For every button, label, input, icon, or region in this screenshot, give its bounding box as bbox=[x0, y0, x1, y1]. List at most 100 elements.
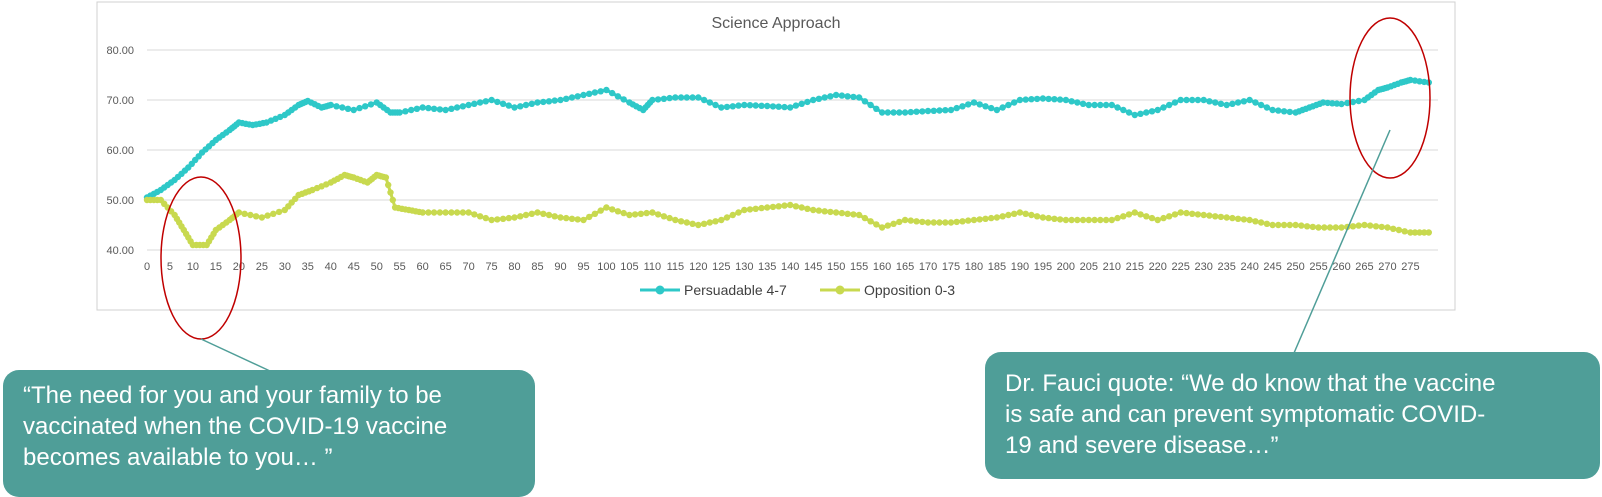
series-marker-persuadable bbox=[723, 103, 731, 111]
series-marker-persuadable bbox=[453, 104, 461, 111]
series-marker-persuadable bbox=[959, 103, 966, 110]
series-marker-opposition bbox=[1160, 214, 1167, 222]
series-marker-persuadable bbox=[1329, 100, 1336, 107]
series-marker-persuadable bbox=[1074, 99, 1081, 106]
series-marker-persuadable bbox=[1062, 96, 1070, 104]
series-marker-persuadable bbox=[896, 109, 903, 116]
series-marker-opposition bbox=[1062, 216, 1070, 224]
series-marker-persuadable bbox=[677, 94, 685, 101]
series-marker-persuadable bbox=[620, 96, 627, 103]
x-tick-label: 170 bbox=[919, 261, 937, 273]
series-marker-persuadable bbox=[1212, 99, 1219, 106]
series-marker-persuadable bbox=[861, 98, 869, 105]
series-marker-opposition bbox=[1045, 214, 1052, 222]
series-marker-opposition bbox=[609, 206, 616, 213]
series-marker-persuadable bbox=[528, 100, 535, 108]
series-marker-persuadable bbox=[586, 90, 593, 98]
series-marker-persuadable bbox=[459, 103, 467, 110]
series-marker-opposition bbox=[1189, 210, 1196, 217]
callout-left-line: vaccinated when the COVID-19 vaccine bbox=[23, 413, 448, 440]
series-marker-persuadable bbox=[735, 102, 742, 109]
series-marker-opposition bbox=[241, 210, 248, 217]
series-marker-persuadable bbox=[476, 99, 484, 106]
series-marker-persuadable bbox=[924, 107, 932, 115]
series-marker-opposition bbox=[890, 220, 897, 227]
series-marker-opposition bbox=[1252, 218, 1259, 225]
callout-right: Dr. Fauci quote: “We do know that the va… bbox=[985, 352, 1600, 479]
series-marker-persuadable bbox=[1177, 96, 1184, 104]
series-marker-persuadable bbox=[1068, 98, 1075, 105]
series-marker-opposition bbox=[1137, 211, 1144, 218]
series-marker-persuadable bbox=[609, 89, 616, 97]
series-marker-persuadable bbox=[1148, 108, 1156, 115]
series-marker-persuadable bbox=[867, 101, 874, 109]
series-marker-opposition bbox=[1016, 209, 1024, 216]
y-tick-label: 60.00 bbox=[106, 145, 134, 157]
series-marker-persuadable bbox=[356, 104, 363, 112]
series-marker-persuadable bbox=[545, 98, 553, 105]
x-tick-label: 80 bbox=[508, 261, 520, 273]
series-marker-opposition bbox=[382, 174, 390, 181]
series-marker-opposition bbox=[522, 211, 530, 219]
x-tick-label: 35 bbox=[302, 261, 314, 273]
series-marker-opposition bbox=[603, 204, 610, 211]
series-marker-opposition bbox=[574, 216, 581, 223]
series-marker-opposition bbox=[482, 214, 489, 222]
series-marker-opposition bbox=[1051, 215, 1058, 222]
series-marker-persuadable bbox=[942, 107, 949, 114]
series-marker-persuadable bbox=[1240, 98, 1248, 105]
series-marker-opposition bbox=[1148, 214, 1156, 222]
series-marker-persuadable bbox=[1160, 104, 1167, 111]
series-marker-opposition bbox=[959, 218, 966, 225]
series-marker-opposition bbox=[1068, 216, 1075, 224]
series-marker-persuadable bbox=[603, 86, 610, 94]
series-marker-opposition bbox=[545, 211, 553, 219]
series-marker-opposition bbox=[1332, 224, 1340, 231]
x-tick-label: 240 bbox=[1240, 261, 1258, 273]
series-marker-opposition bbox=[695, 221, 702, 229]
series-marker-opposition bbox=[1028, 211, 1035, 219]
series-marker-opposition bbox=[425, 209, 432, 216]
series-marker-persuadable bbox=[965, 101, 972, 108]
series-marker-persuadable bbox=[419, 104, 426, 111]
series-marker-persuadable bbox=[402, 108, 409, 115]
series-marker-opposition bbox=[1097, 216, 1104, 224]
x-tick-label: 90 bbox=[554, 261, 566, 273]
series-marker-opposition bbox=[677, 218, 685, 225]
x-tick-label: 265 bbox=[1355, 261, 1373, 273]
series-marker-opposition bbox=[1269, 221, 1276, 229]
x-tick-label: 95 bbox=[577, 261, 589, 273]
series-marker-persuadable bbox=[1016, 96, 1024, 104]
x-tick-label: 120 bbox=[689, 261, 707, 273]
legend-label-opposition: Opposition 0-3 bbox=[864, 282, 955, 298]
x-tick-label: 100 bbox=[597, 261, 615, 273]
y-tick-label: 50.00 bbox=[106, 195, 134, 207]
series-marker-opposition bbox=[821, 208, 828, 215]
series-marker-opposition bbox=[1298, 222, 1305, 229]
series-marker-opposition bbox=[729, 211, 736, 219]
series-marker-opposition bbox=[1395, 226, 1403, 234]
series-marker-persuadable bbox=[1355, 97, 1362, 105]
series-marker-opposition bbox=[787, 201, 794, 209]
series-marker-persuadable bbox=[568, 94, 576, 101]
callout-left-line: “The need for you and your family to be bbox=[23, 382, 442, 409]
series-marker-opposition bbox=[1229, 214, 1236, 222]
series-marker-persuadable bbox=[1206, 98, 1213, 105]
series-marker-persuadable bbox=[976, 101, 983, 108]
series-marker-persuadable bbox=[1194, 96, 1202, 104]
series-marker-opposition bbox=[1102, 216, 1110, 224]
series-marker-opposition bbox=[649, 209, 656, 216]
series-marker-persuadable bbox=[1183, 96, 1190, 104]
series-marker-opposition bbox=[1085, 216, 1093, 224]
highlight-ellipse-right bbox=[1349, 17, 1431, 179]
series-marker-opposition bbox=[534, 209, 541, 216]
series-marker-opposition bbox=[965, 217, 972, 224]
series-marker-persuadable bbox=[1324, 99, 1331, 107]
series-marker-persuadable bbox=[832, 91, 840, 99]
series-marker-opposition bbox=[1056, 216, 1064, 223]
series-marker-opposition bbox=[878, 224, 886, 231]
series-marker-persuadable bbox=[488, 96, 495, 104]
series-marker-persuadable bbox=[827, 93, 834, 100]
series-marker-persuadable bbox=[764, 102, 771, 110]
series-marker-persuadable bbox=[936, 107, 943, 114]
